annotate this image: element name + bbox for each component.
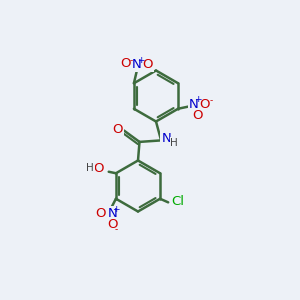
Text: -: - — [209, 96, 213, 105]
Text: +: + — [194, 95, 202, 104]
Text: +: + — [112, 205, 120, 214]
Text: O: O — [107, 218, 118, 231]
Text: O: O — [199, 98, 210, 111]
Text: O: O — [193, 109, 203, 122]
Text: N: N — [132, 58, 142, 71]
Text: O: O — [142, 58, 153, 71]
Text: Cl: Cl — [172, 195, 184, 208]
Text: N: N — [107, 207, 117, 220]
Text: H: H — [170, 138, 178, 148]
Text: O: O — [94, 162, 104, 175]
Text: -: - — [114, 225, 118, 234]
Text: O: O — [96, 207, 106, 220]
Text: +: + — [137, 56, 145, 65]
Text: H: H — [86, 163, 94, 173]
Text: -: - — [130, 56, 133, 65]
Text: O: O — [120, 57, 131, 70]
Text: N: N — [189, 98, 199, 111]
Text: N: N — [161, 131, 171, 145]
Text: O: O — [112, 122, 122, 136]
